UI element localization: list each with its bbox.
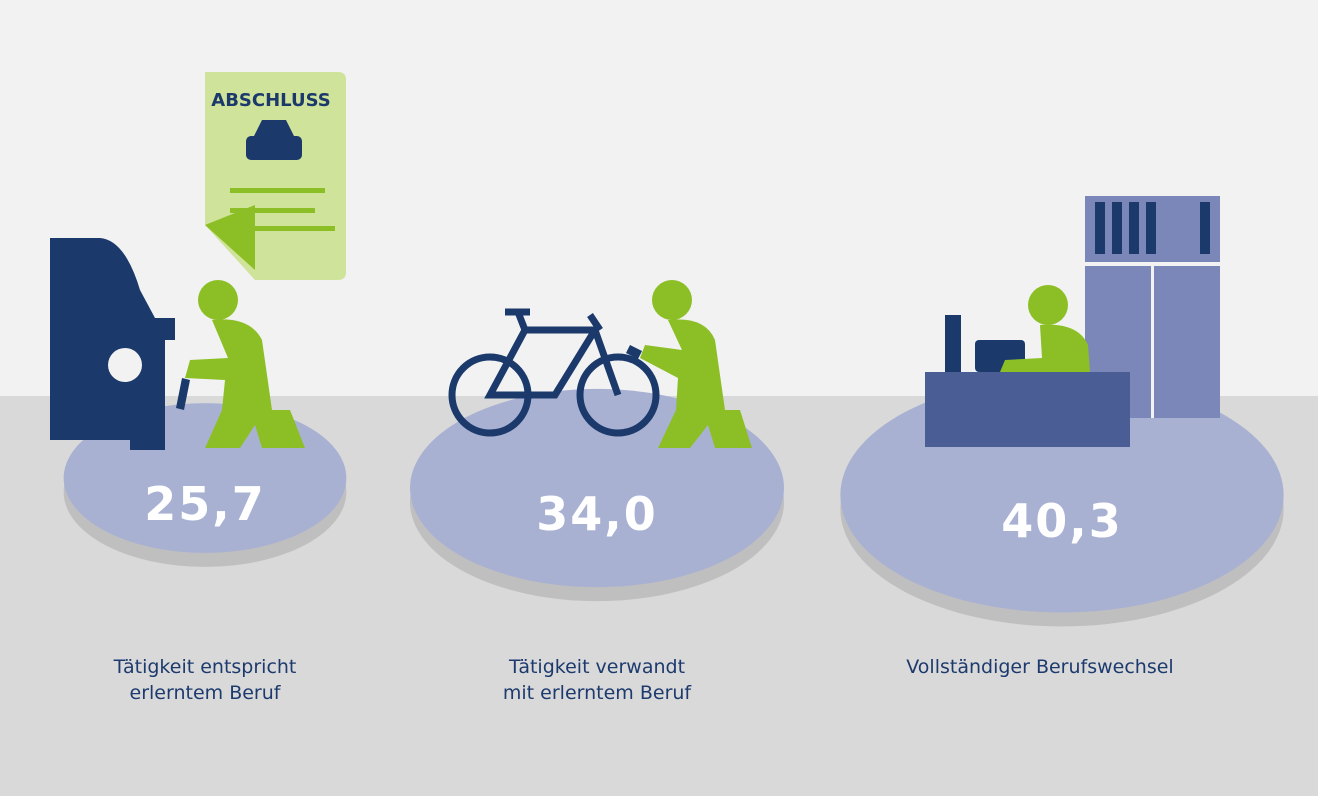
category-label: Vollständiger Berufswechsel (906, 656, 1173, 678)
certificate-title: ABSCHLUSS (211, 90, 330, 111)
value-label: 40,3 (1001, 494, 1123, 548)
infographic: ABSCHLUSS 25,7Tätigkeit entsprichterlern… (0, 0, 1318, 796)
value-label: 25,7 (144, 477, 266, 531)
value-label: 34,0 (536, 487, 658, 541)
